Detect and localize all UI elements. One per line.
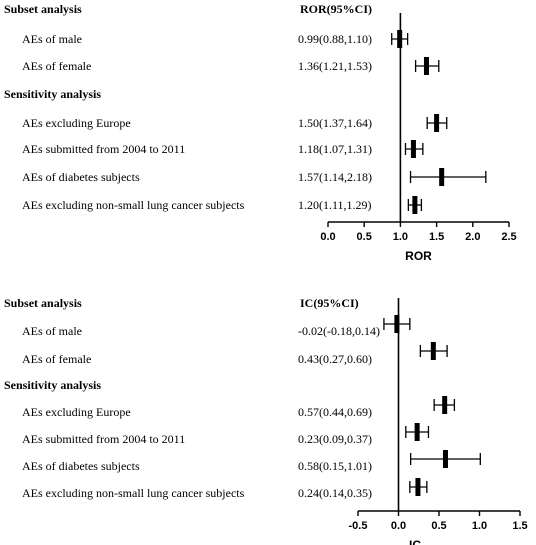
row-value: 0.58(0.15,1.01) bbox=[298, 459, 372, 473]
ror-forest-plot: Subset analysis ROR(95%CI) AEs of male 0… bbox=[0, 0, 536, 272]
point-estimate bbox=[430, 342, 436, 360]
subset-analysis-header: Subset analysis bbox=[4, 2, 82, 16]
x-tick-label: 1.0 bbox=[393, 231, 408, 243]
row-value: 1.57(1.14,2.18) bbox=[298, 170, 372, 184]
row-label: AEs submitted from 2004 to 2011 bbox=[22, 432, 186, 446]
ic-ci-header: IC(95%CI) bbox=[300, 296, 359, 310]
row-label: AEs of male bbox=[22, 324, 82, 338]
x-tick-label: 2.0 bbox=[465, 231, 480, 243]
x-tick-label: 2.5 bbox=[501, 231, 516, 243]
ic-forest-plot: Subset analysis IC(95%CI) AEs of male -0… bbox=[0, 290, 536, 545]
point-estimate bbox=[410, 140, 416, 158]
row-label: AEs of male bbox=[22, 32, 82, 46]
row-value: -0.02(-0.18,0.14) bbox=[298, 324, 380, 338]
point-estimate bbox=[394, 315, 400, 333]
point-estimate bbox=[442, 396, 448, 414]
x-tick-label: 1.5 bbox=[429, 231, 444, 243]
point-estimate bbox=[423, 57, 429, 75]
x-tick-label: 0.0 bbox=[391, 520, 406, 532]
x-tick-label: 1.5 bbox=[512, 520, 527, 532]
row-value: 0.43(0.27,0.60) bbox=[298, 352, 372, 366]
sensitivity-analysis-header: Sensitivity analysis bbox=[4, 87, 102, 101]
x-axis-title: ROR bbox=[405, 249, 432, 263]
row-label: AEs submitted from 2004 to 2011 bbox=[22, 142, 186, 156]
ror-plot-area: 0.0 0.5 1.0 1.5 2.0 2.5 ROR bbox=[320, 13, 517, 263]
row-value: 0.57(0.44,0.69) bbox=[298, 405, 372, 419]
row-label: AEs of diabetes subjects bbox=[22, 170, 140, 184]
x-tick-label: 0.5 bbox=[357, 231, 372, 243]
point-estimate bbox=[439, 168, 445, 186]
sensitivity-analysis-header: Sensitivity analysis bbox=[4, 378, 102, 392]
ror-ci-header: ROR(95%CI) bbox=[300, 2, 372, 16]
row-label: AEs of diabetes subjects bbox=[22, 459, 140, 473]
row-label: AEs excluding Europe bbox=[22, 116, 131, 130]
x-axis-title: IC bbox=[409, 538, 421, 545]
row-value: 0.24(0.14,0.35) bbox=[298, 486, 372, 500]
row-label: AEs excluding Europe bbox=[22, 405, 131, 419]
row-value: 0.99(0.88,1.10) bbox=[298, 32, 372, 46]
x-tick-label: -0.5 bbox=[349, 520, 368, 532]
point-estimate bbox=[415, 478, 421, 496]
row-value: 1.18(1.07,1.31) bbox=[298, 142, 372, 156]
row-value: 1.50(1.37,1.64) bbox=[298, 116, 372, 130]
point-estimate bbox=[412, 196, 418, 214]
row-label: AEs of female bbox=[22, 59, 92, 73]
row-value: 1.36(1.21,1.53) bbox=[298, 59, 372, 73]
row-label: AEs excluding non-small lung cancer subj… bbox=[22, 486, 245, 500]
point-estimate bbox=[442, 450, 448, 468]
point-estimate bbox=[397, 30, 403, 48]
row-label: AEs excluding non-small lung cancer subj… bbox=[22, 198, 245, 212]
subset-analysis-header: Subset analysis bbox=[4, 296, 82, 310]
row-value: 1.20(1.11,1.29) bbox=[298, 198, 372, 212]
x-tick-label: 0.5 bbox=[431, 520, 446, 532]
row-value: 0.23(0.09,0.37) bbox=[298, 432, 372, 446]
x-tick-label: 1.0 bbox=[472, 520, 487, 532]
point-estimate bbox=[414, 423, 420, 441]
point-estimate bbox=[434, 114, 440, 132]
row-label: AEs of female bbox=[22, 352, 92, 366]
x-tick-label: 0.0 bbox=[320, 231, 335, 243]
ic-plot-area: -0.5 0.0 0.5 1.0 1.5 IC bbox=[349, 298, 528, 545]
